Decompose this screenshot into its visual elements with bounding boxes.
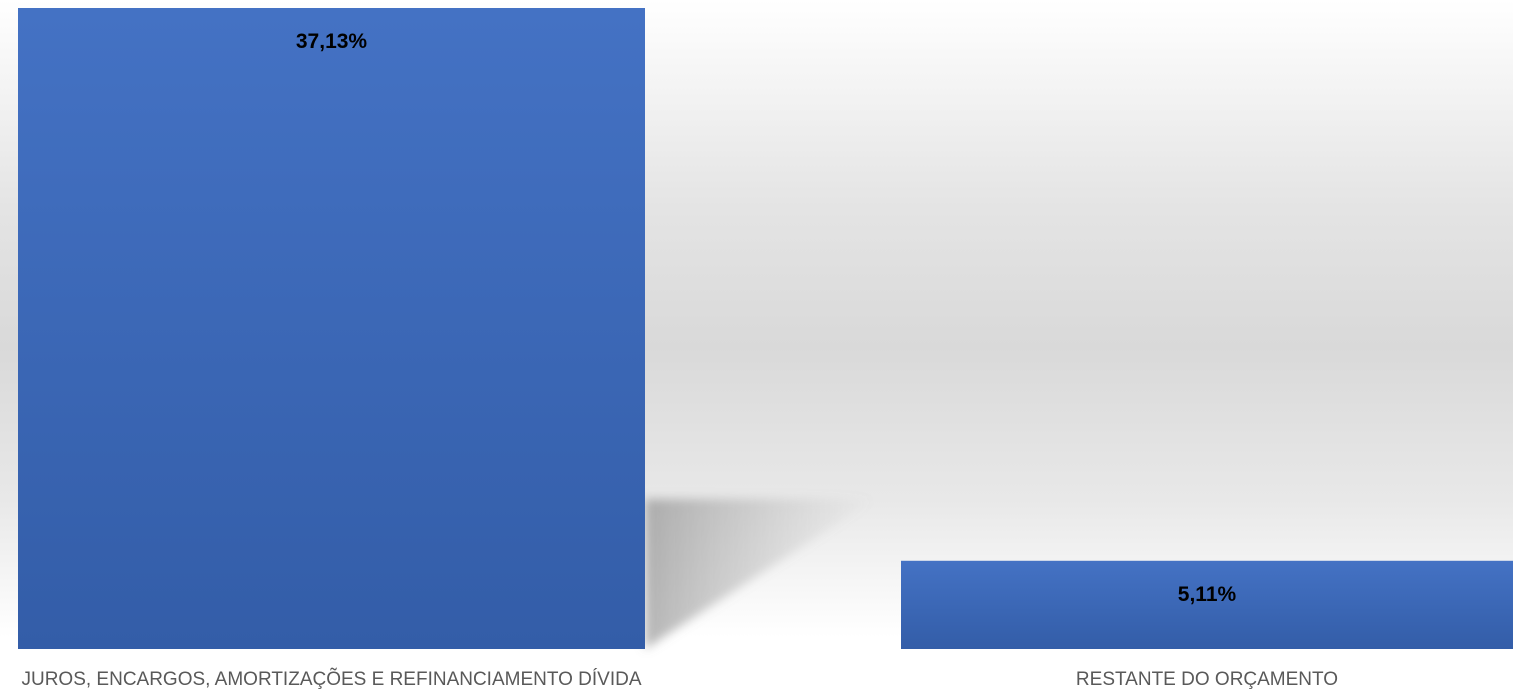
data-labels: 37,13% 5,11% xyxy=(296,30,1237,606)
bar-shadow xyxy=(645,499,875,649)
data-label: 37,13% xyxy=(296,30,368,53)
bar xyxy=(18,8,645,649)
data-label: 5,11% xyxy=(1178,583,1237,606)
bar xyxy=(901,560,1513,649)
category-labels: JUROS, ENCARGOS, AMORTIZAÇÕES E REFINANC… xyxy=(21,668,1338,690)
category-label: JUROS, ENCARGOS, AMORTIZAÇÕES E REFINANC… xyxy=(21,668,641,690)
category-label: RESTANTE DO ORÇAMENTO xyxy=(1076,669,1338,690)
bar-shadows xyxy=(645,499,875,649)
bars xyxy=(18,8,1513,649)
